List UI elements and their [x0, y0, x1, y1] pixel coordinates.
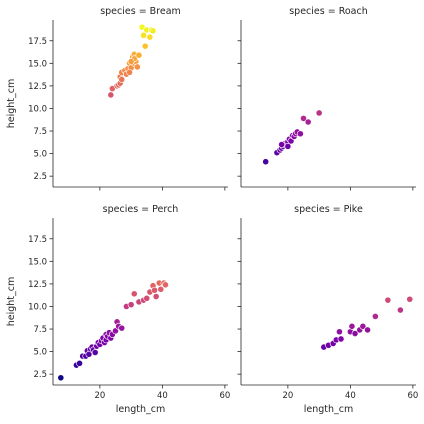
scatter-point	[107, 91, 115, 99]
y-axis-label: height_cm	[6, 79, 17, 129]
scatter-point	[364, 326, 371, 334]
scatter-point	[157, 285, 165, 293]
scatter-point	[304, 118, 312, 126]
scatter-point	[351, 330, 359, 337]
facet-title: species = Pike	[294, 204, 363, 215]
scatter-point	[396, 306, 404, 314]
scatter-point	[118, 324, 126, 332]
scatter-point	[406, 295, 414, 303]
scatter-point	[315, 109, 323, 117]
facet-panel-4: species = Pike 20 40 60 length_cm	[237, 204, 418, 415]
scatter-point	[336, 328, 343, 336]
x-tick-label: 60	[219, 391, 230, 401]
scatter-point	[118, 76, 126, 83]
scatter-point	[300, 114, 307, 122]
y-tick-label: 5.0	[33, 150, 47, 160]
y-axis-label: height_cm	[6, 277, 17, 327]
facet-title: species = Bream	[100, 6, 181, 17]
facet-panel-1: species = Bream 2.5 5.0 7.5 10.0 12.5 15.0 17.5…	[6, 6, 228, 191]
scatter-point	[152, 293, 160, 300]
y-tick-label: 7.5	[33, 325, 47, 335]
scatter-point	[143, 294, 151, 302]
facet-title: species = Roach	[289, 6, 368, 17]
scatter-point	[135, 51, 143, 59]
y-tick-label: 10.0	[28, 302, 47, 312]
x-tick-label: 40	[345, 391, 356, 401]
scatter-point	[91, 349, 99, 356]
y-tick-label: 17.5	[28, 37, 47, 47]
y-tick-label: 15.0	[28, 59, 47, 69]
scatter-point	[141, 42, 149, 50]
y-tick-label: 12.5	[28, 82, 47, 92]
scatter-point	[149, 27, 157, 35]
scatter-point	[130, 290, 138, 298]
scatter-point	[359, 322, 367, 330]
scatter-point	[127, 301, 135, 309]
x-tick-label: 40	[157, 391, 168, 401]
x-tick-label: 20	[94, 391, 105, 401]
y-tick-label: 17.5	[28, 235, 47, 245]
scatter-point	[76, 359, 83, 367]
scatter-point	[284, 142, 292, 150]
x-tick-label: 20	[282, 391, 293, 401]
y-tick-label: 7.5	[33, 127, 47, 137]
scatter-point	[133, 63, 141, 71]
scatter-point	[278, 141, 286, 148]
y-tick-label: 2.5	[33, 370, 47, 380]
scatter-point	[126, 68, 133, 76]
facet-title: species = Perch	[103, 204, 179, 215]
scatter-point	[151, 286, 158, 294]
scatter-point	[140, 31, 148, 39]
scatter-point	[348, 322, 356, 330]
x-axis-label: length_cm	[304, 404, 354, 415]
scatter-point	[337, 335, 345, 343]
scatter-point	[296, 130, 304, 138]
x-tick-label: 60	[407, 391, 418, 401]
y-tick-label: 15.0	[28, 257, 47, 267]
scatter-point	[57, 374, 65, 382]
y-tick-label: 10.0	[28, 104, 47, 114]
facet-panel-3: species = Perch 20 40 60 2.5 5.0 7.5 10.0 12.5 15…	[6, 204, 230, 415]
y-tick-label: 12.5	[28, 280, 47, 290]
scatter-point	[146, 33, 154, 41]
scatter-point	[384, 296, 392, 304]
scatter-point	[371, 312, 379, 320]
y-tick-label: 2.5	[33, 172, 47, 182]
y-tick-label: 5.0	[33, 348, 47, 358]
scatter-point	[262, 158, 270, 166]
scatter-point	[162, 281, 169, 289]
facet-panel-2: species = Roach	[237, 6, 416, 191]
x-axis-label: length_cm	[116, 404, 166, 415]
scatter-point	[127, 58, 135, 65]
